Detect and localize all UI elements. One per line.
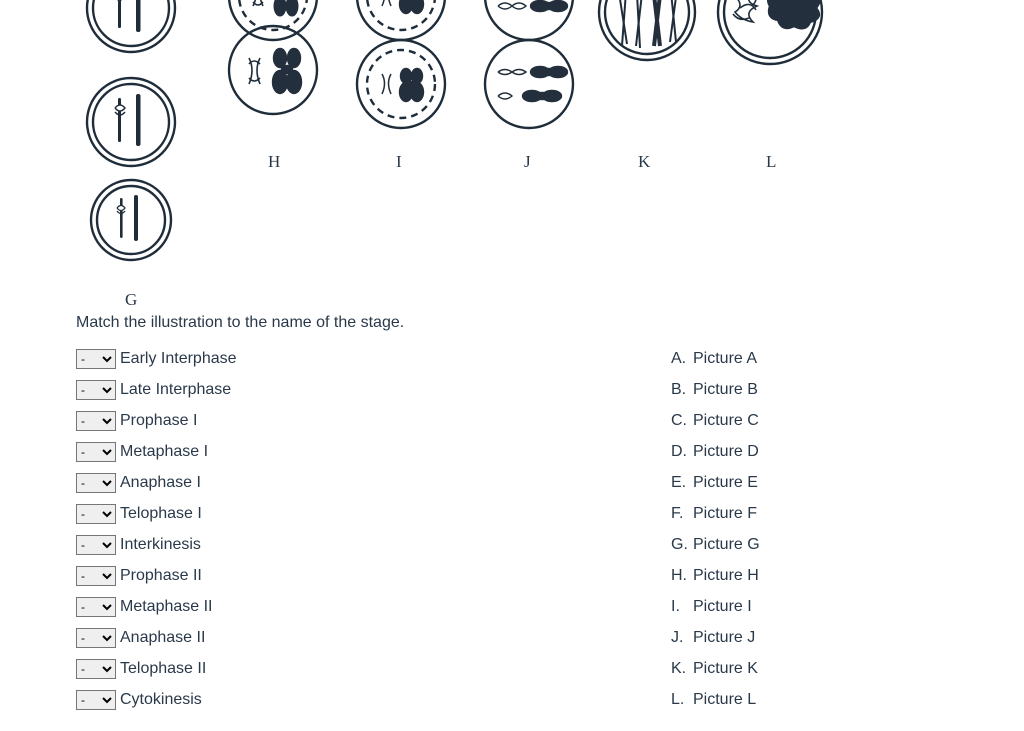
stage-row: -Late Interphase: [76, 377, 671, 403]
cell-j-bottom: [485, 40, 573, 128]
answer-letter: L.: [671, 691, 693, 709]
stage-label: Early Interphase: [120, 350, 237, 368]
stage-label: Anaphase II: [120, 629, 205, 647]
stage-row: -Metaphase II: [76, 594, 671, 620]
cell-g-top: [87, 0, 175, 52]
diagram-label-i: I: [396, 152, 402, 172]
stage-select[interactable]: -: [76, 380, 116, 400]
answer-row: D.Picture D: [671, 439, 1024, 465]
stage-label: Metaphase II: [120, 598, 213, 616]
answer-row: J.Picture J: [671, 625, 1024, 651]
stage-row: -Telophase I: [76, 501, 671, 527]
cell-j-top: [485, 0, 573, 40]
answer-letter: K.: [671, 660, 693, 678]
answers-column: A.Picture AB.Picture BC.Picture CD.Pictu…: [671, 346, 1024, 718]
answer-letter: A.: [671, 350, 693, 368]
answer-letter: G.: [671, 536, 693, 554]
stage-label: Late Interphase: [120, 381, 231, 399]
diagram-area: G H I J K L: [0, 0, 1024, 310]
stage-select[interactable]: -: [76, 597, 116, 617]
stage-row: -Early Interphase: [76, 346, 671, 372]
cell-h-top: [229, 0, 317, 40]
cell-g-bottom: [91, 180, 171, 260]
stage-select[interactable]: -: [76, 566, 116, 586]
answer-row: B.Picture B: [671, 377, 1024, 403]
answer-text: Picture D: [693, 443, 759, 461]
answer-text: Picture J: [693, 629, 755, 647]
answer-row: G.Picture G: [671, 532, 1024, 558]
stage-select[interactable]: -: [76, 504, 116, 524]
answer-letter: J.: [671, 629, 693, 647]
stage-label: Telophase I: [120, 505, 202, 523]
stage-select[interactable]: -: [76, 411, 116, 431]
stage-row: -Telophase II: [76, 656, 671, 682]
answer-text: Picture G: [693, 536, 760, 554]
stage-row: -Anaphase I: [76, 470, 671, 496]
answer-text: Picture K: [693, 660, 758, 678]
answer-row: F.Picture F: [671, 501, 1024, 527]
answer-text: Picture A: [693, 350, 757, 368]
answer-row: C.Picture C: [671, 408, 1024, 434]
answer-row: I.Picture I: [671, 594, 1024, 620]
answer-text: Picture E: [693, 474, 758, 492]
answer-letter: F.: [671, 505, 693, 523]
instruction-text: Match the illustration to the name of th…: [76, 314, 1024, 332]
stage-row: -Metaphase I: [76, 439, 671, 465]
cell-diagram-svg: [0, 0, 1024, 310]
answer-row: A.Picture A: [671, 346, 1024, 372]
answer-text: Picture H: [693, 567, 759, 585]
answer-row: L.Picture L: [671, 687, 1024, 713]
cell-i-bottom: [357, 40, 445, 128]
answer-letter: B.: [671, 381, 693, 399]
answer-row: K.Picture K: [671, 656, 1024, 682]
stage-label: Metaphase I: [120, 443, 208, 461]
answer-letter: I.: [671, 598, 693, 616]
stage-row: -Interkinesis: [76, 532, 671, 558]
diagram-label-l: L: [766, 152, 776, 172]
diagram-label-j: J: [524, 152, 531, 172]
diagram-label-h: H: [268, 152, 280, 172]
stage-label: Cytokinesis: [120, 691, 202, 709]
answer-text: Picture I: [693, 598, 752, 616]
stage-label: Interkinesis: [120, 536, 201, 554]
stage-select[interactable]: -: [76, 535, 116, 555]
diagram-label-k: K: [638, 152, 650, 172]
answer-letter: H.: [671, 567, 693, 585]
stage-select[interactable]: -: [76, 628, 116, 648]
stage-row: -Prophase II: [76, 563, 671, 589]
stage-select[interactable]: -: [76, 690, 116, 710]
cell-i-top: [357, 0, 445, 40]
cell-g-mid: [87, 78, 175, 166]
answer-letter: D.: [671, 443, 693, 461]
answer-text: Picture L: [693, 691, 756, 709]
answer-letter: E.: [671, 474, 693, 492]
stage-label: Prophase I: [120, 412, 197, 430]
stage-select[interactable]: -: [76, 473, 116, 493]
diagram-label-g: G: [125, 290, 137, 310]
stage-row: -Cytokinesis: [76, 687, 671, 713]
matching-section: Match the illustration to the name of th…: [0, 310, 1024, 718]
stage-label: Prophase II: [120, 567, 202, 585]
answer-text: Picture F: [693, 505, 757, 523]
answer-row: E.Picture E: [671, 470, 1024, 496]
stage-select[interactable]: -: [76, 442, 116, 462]
cell-l: [718, 0, 822, 64]
stage-select[interactable]: -: [76, 659, 116, 679]
stage-label: Anaphase I: [120, 474, 201, 492]
cell-k: [599, 0, 695, 60]
answer-text: Picture B: [693, 381, 758, 399]
stage-select[interactable]: -: [76, 349, 116, 369]
answer-text: Picture C: [693, 412, 759, 430]
stage-label: Telophase II: [120, 660, 206, 678]
answer-row: H.Picture H: [671, 563, 1024, 589]
stage-row: -Prophase I: [76, 408, 671, 434]
stage-row: -Anaphase II: [76, 625, 671, 651]
stages-column: -Early Interphase-Late Interphase-Propha…: [76, 346, 671, 718]
worksheet-page: G H I J K L Match the illustration to th…: [0, 0, 1024, 731]
answer-letter: C.: [671, 412, 693, 430]
